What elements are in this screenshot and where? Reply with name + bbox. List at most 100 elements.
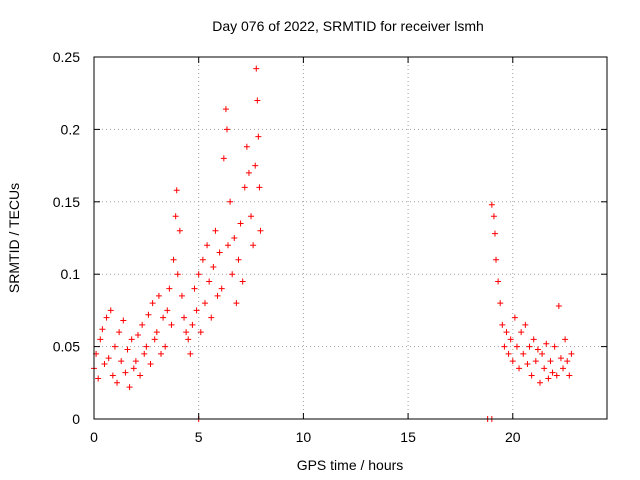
data-point [250,242,257,249]
y-tick-label: 0.25 [53,49,80,65]
data-point [124,346,131,353]
data-point [201,300,208,307]
chart-title: Day 076 of 2022, SRMTID for receiver lsm… [212,18,484,34]
data-point [553,372,560,379]
data-point [241,184,248,191]
data-point [557,355,564,362]
data-point [147,360,154,367]
data-point [216,249,223,256]
data-point [111,343,118,350]
data-point [116,329,123,336]
data-point [511,314,518,321]
data-point [488,201,495,208]
data-point [233,300,240,307]
data-point [128,336,135,343]
data-point [503,329,510,336]
data-point [526,343,533,350]
data-point [130,365,137,372]
y-axis-label: SRMTID / TECUs [6,183,22,293]
data-point [151,336,158,343]
data-point [195,271,202,278]
data-point [225,242,232,249]
data-point [513,343,520,350]
data-point [560,365,567,372]
data-point [222,106,229,113]
data-point [174,271,181,278]
data-point [516,365,523,372]
data-point [551,343,558,350]
data-point [534,346,541,353]
data-point [507,336,514,343]
x-tick-labels: 0 5 10 15 20 [90,429,521,445]
data-point [193,307,200,314]
data-point [185,336,192,343]
data-point [566,372,573,379]
y-tick-label: 0.2 [61,121,81,137]
data-point [255,133,262,140]
data-point [105,355,112,362]
data-point [231,235,238,241]
data-point [109,372,116,379]
data-point [99,326,106,333]
data-point [176,227,183,234]
data-point [170,256,177,263]
data-point [173,187,180,194]
data-point [547,358,554,365]
data-point [536,379,543,386]
x-axis-label: GPS time / hours [297,457,404,473]
data-point [501,343,508,350]
data-point [518,329,525,336]
data-point [239,278,246,285]
data-point [103,314,110,321]
data-point [528,372,535,379]
data-point [166,285,173,292]
data-point [237,220,244,227]
data-point [257,227,264,234]
data-point [208,314,215,321]
data-point [204,242,211,249]
data-point [520,350,527,357]
y-tick-label: 0.05 [53,339,80,355]
data-point [197,329,204,336]
data-point [187,350,194,357]
data-point [206,278,213,285]
data-point [248,213,255,220]
data-point [252,162,259,169]
data-point [191,285,198,292]
data-point [522,321,529,328]
data-point [543,340,550,347]
data-point [493,256,500,263]
x-tick-label: 15 [400,429,416,445]
data-point [183,329,190,336]
data-point [243,143,250,150]
x-tick-label: 0 [90,429,98,445]
data-point [97,336,104,343]
data-point [505,350,512,357]
data-point [568,350,575,357]
data-point [212,227,219,234]
data-point [245,169,252,176]
data-point [153,329,160,336]
data-point [122,369,129,376]
data-point [137,372,144,379]
y-tick-label: 0.15 [53,194,80,210]
data-point [495,278,502,285]
axis-ticks [93,56,607,420]
data-point [143,343,150,350]
data-point [220,155,227,162]
x-tick-label: 10 [296,429,312,445]
data-point [149,300,156,307]
y-tick-label: 0.1 [61,266,81,282]
data-point [120,317,127,324]
plot-frame [93,56,608,420]
y-tick-labels: 0 0.05 0.1 0.15 0.2 0.25 [53,49,80,427]
data-point [541,365,548,372]
data-point [118,358,125,365]
data-point [141,350,148,357]
data-point [158,350,165,357]
data-point [178,292,185,299]
data-point [132,358,139,365]
data-point [126,384,133,391]
data-point [564,358,571,365]
